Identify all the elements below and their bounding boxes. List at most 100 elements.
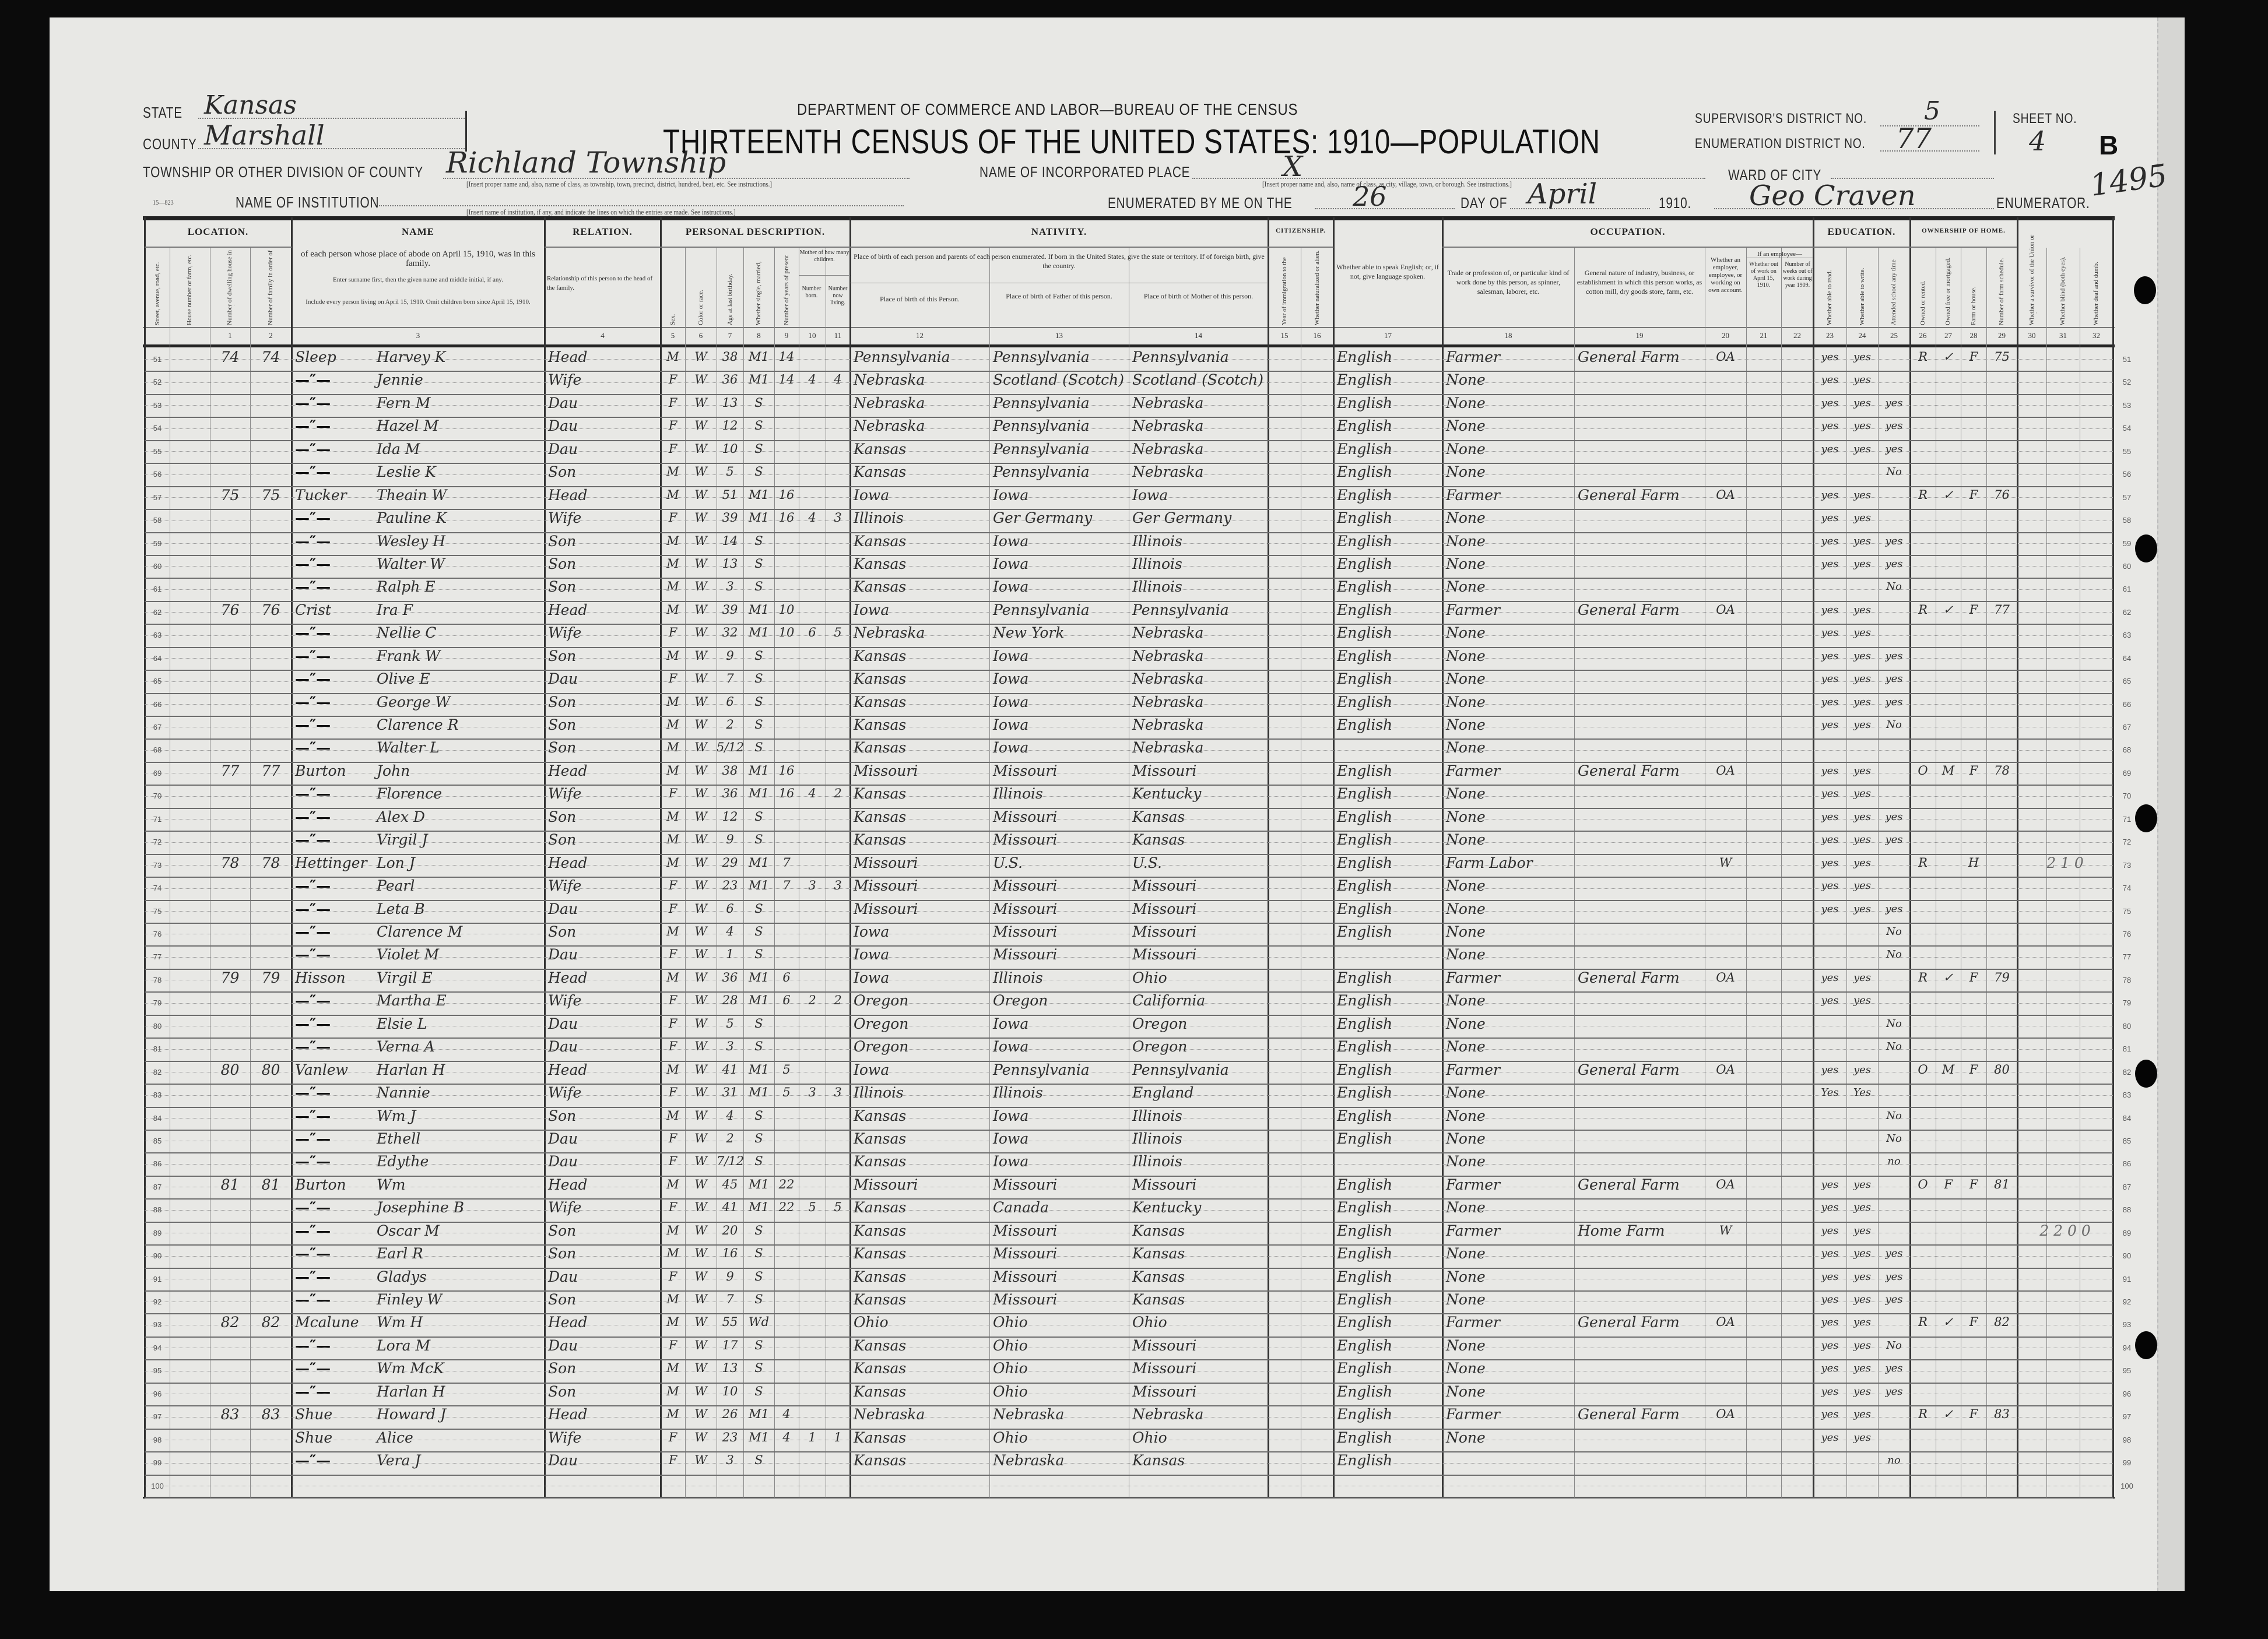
line-number: 83: [153, 1091, 162, 1099]
surname: —″—: [295, 877, 331, 894]
surname: —″—: [295, 509, 331, 526]
father-birthplace: Iowa: [993, 1015, 1029, 1032]
row-rule: [145, 578, 2113, 579]
owned-or-rented: O: [1918, 1063, 1928, 1077]
row-rule: [145, 1336, 2113, 1338]
sex: F: [668, 1269, 677, 1283]
line-number: 88: [153, 1205, 162, 1214]
mother-birthplace: Ohio: [1132, 1429, 1167, 1446]
father-birthplace: Iowa: [993, 1153, 1029, 1170]
group-ownership: OWNERSHIP OF HOME.: [1922, 227, 2006, 234]
language: English: [1337, 648, 1393, 664]
surname: —″—: [295, 716, 331, 733]
color: W: [694, 418, 707, 432]
birthplace: Kansas: [854, 1268, 907, 1285]
line-number: 71: [153, 815, 162, 824]
marital-status: S: [754, 832, 763, 846]
attended-school: yes: [1885, 1385, 1903, 1398]
column-head-school: Attended school any time since September…: [1890, 259, 1898, 325]
sex: F: [668, 671, 677, 685]
marital-status: S: [754, 1269, 763, 1283]
father-birthplace: Missouri: [993, 1245, 1058, 1262]
row-rule: [145, 1497, 2113, 1499]
relationship: Son: [548, 831, 577, 848]
row-rule: [145, 486, 2113, 487]
years-married: 14: [778, 372, 795, 386]
farm-schedule-number: 79: [1994, 970, 2010, 984]
relationship: Dau: [548, 1268, 578, 1285]
color: W: [694, 1338, 707, 1352]
row-rule: [145, 991, 2113, 993]
row-rule: [145, 670, 2113, 671]
given-name: Ralph E: [377, 578, 436, 595]
sex: F: [668, 1453, 677, 1467]
line-number: 57: [153, 493, 162, 502]
line-number-right: 59: [2122, 539, 2132, 548]
given-name: Frank W: [377, 648, 441, 664]
mother-birthplace: England: [1132, 1084, 1194, 1101]
given-name: Virgil J: [377, 831, 428, 848]
row-rule: [145, 1198, 2113, 1200]
years-married: 22: [778, 1177, 795, 1191]
father-birthplace: Scotland (Scotch): [993, 371, 1125, 388]
age: 2: [726, 717, 734, 731]
language: English: [1337, 1429, 1393, 1446]
can-read: yes: [1821, 903, 1839, 915]
trade: None: [1446, 1360, 1486, 1377]
age: 6: [726, 695, 734, 709]
age: 13: [722, 1361, 738, 1375]
line-number: 64: [153, 654, 162, 663]
can-write: yes: [1853, 719, 1872, 731]
row-rule: [145, 693, 2113, 694]
language: English: [1337, 1015, 1393, 1032]
language: English: [1337, 1314, 1393, 1331]
children-born: 2: [808, 993, 816, 1007]
surname: —″—: [295, 1038, 331, 1055]
years-married: 10: [778, 603, 795, 617]
line-number: 58: [153, 516, 162, 525]
supervisor-district-label: SUPERVISOR'S DISTRICT NO.: [1695, 111, 1867, 126]
can-write: yes: [1853, 489, 1872, 501]
color: W: [694, 1039, 707, 1053]
language: English: [1337, 1176, 1393, 1193]
relationship: Son: [548, 1360, 577, 1377]
column-rule: [1878, 248, 1879, 1498]
trade: None: [1446, 417, 1486, 434]
age: 17: [722, 1338, 738, 1352]
family-number: 77: [261, 762, 280, 779]
birthplace: Kansas: [854, 533, 907, 550]
row-rule: [145, 417, 2113, 418]
age: 55: [722, 1315, 738, 1329]
color: W: [694, 1453, 707, 1467]
row-rule: [145, 532, 2113, 533]
years-married: 10: [778, 625, 795, 639]
color: W: [694, 511, 707, 525]
dwelling-number: 77: [220, 762, 240, 779]
relationship: Dau: [548, 1015, 578, 1032]
language: English: [1337, 1130, 1393, 1147]
given-name: Theain W: [377, 487, 447, 504]
attended-school: No: [1886, 1132, 1902, 1145]
surname: —″—: [295, 808, 331, 825]
surname: Vanlew: [295, 1061, 348, 1078]
trade: None: [1446, 578, 1486, 595]
can-read: yes: [1821, 397, 1839, 409]
family-number: 76: [261, 602, 280, 618]
color: W: [694, 993, 707, 1007]
line-number-right: 82: [2122, 1068, 2132, 1077]
marital-status: S: [754, 1292, 763, 1306]
can-read: yes: [1821, 880, 1839, 892]
age: 5: [726, 465, 734, 479]
farm-or-house: F: [1969, 1407, 1978, 1421]
column-head-years-married: Number of years of present marriage.: [782, 255, 791, 325]
can-read: yes: [1821, 811, 1839, 823]
column-number: 10: [808, 331, 816, 340]
can-read: yes: [1821, 857, 1839, 869]
children-born: 3: [808, 878, 816, 892]
surname: Hisson: [295, 969, 346, 986]
birthplace: Kansas: [854, 648, 907, 664]
surname: —″—: [295, 648, 331, 664]
color: W: [694, 671, 707, 685]
sex: F: [668, 1154, 677, 1168]
row-rule: [145, 854, 2113, 855]
